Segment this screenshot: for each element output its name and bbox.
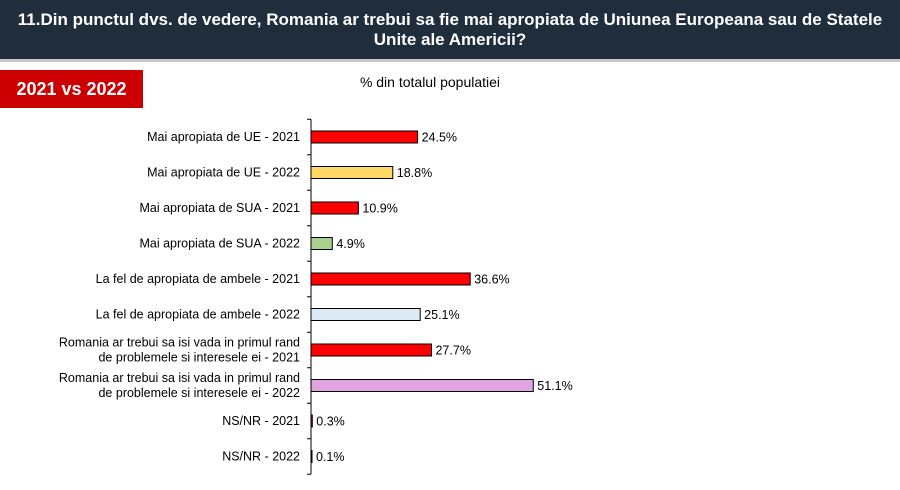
bar <box>310 130 419 144</box>
category-label: Romania ar trebui sa isi vada in primul … <box>59 371 300 400</box>
bar <box>310 414 313 428</box>
bar <box>310 201 359 215</box>
category-label: Romania ar trebui sa isi vada in primul … <box>59 336 300 365</box>
category-label: NS/NR - 2022 <box>222 450 300 464</box>
value-label: 24.5% <box>422 131 457 145</box>
value-label: 0.1% <box>316 450 345 464</box>
badge-label: 2021 vs 2022 <box>16 78 127 99</box>
bar <box>310 450 313 463</box>
category-label: NS/NR - 2021 <box>222 414 300 428</box>
year-comparison-badge: 2021 vs 2022 <box>0 70 143 108</box>
category-label: La fel de apropiata de ambele - 2022 <box>96 308 300 322</box>
value-label: 18.8% <box>397 166 432 180</box>
category-label: Mai apropiata de UE - 2022 <box>147 166 300 180</box>
category-label: La fel de apropiata de ambele - 2021 <box>96 272 300 286</box>
value-label: 25.1% <box>424 308 459 322</box>
bar <box>310 272 471 286</box>
value-label: 4.9% <box>336 237 365 251</box>
bar <box>310 343 432 357</box>
value-label: 36.6% <box>474 273 509 287</box>
value-label: 27.7% <box>435 344 470 358</box>
bar <box>310 237 333 250</box>
category-label: Mai apropiata de SUA - 2022 <box>139 237 300 251</box>
bar <box>310 166 394 179</box>
category-label: Mai apropiata de SUA - 2021 <box>139 201 300 215</box>
value-label: 10.9% <box>362 202 397 216</box>
bar <box>310 308 421 321</box>
category-label: Mai apropiata de UE - 2021 <box>147 130 300 144</box>
question-header: 11.Din punctul dvs. de vedere, Romania a… <box>0 0 900 62</box>
chart-subtitle: % din totalul populatiei <box>359 74 501 90</box>
value-label: 0.3% <box>316 415 345 429</box>
question-title: 11.Din punctul dvs. de vedere, Romania a… <box>17 9 883 49</box>
value-label: 51.1% <box>537 379 572 393</box>
bar <box>310 379 534 392</box>
